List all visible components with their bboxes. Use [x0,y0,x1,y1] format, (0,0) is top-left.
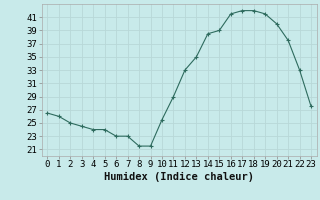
X-axis label: Humidex (Indice chaleur): Humidex (Indice chaleur) [104,172,254,182]
